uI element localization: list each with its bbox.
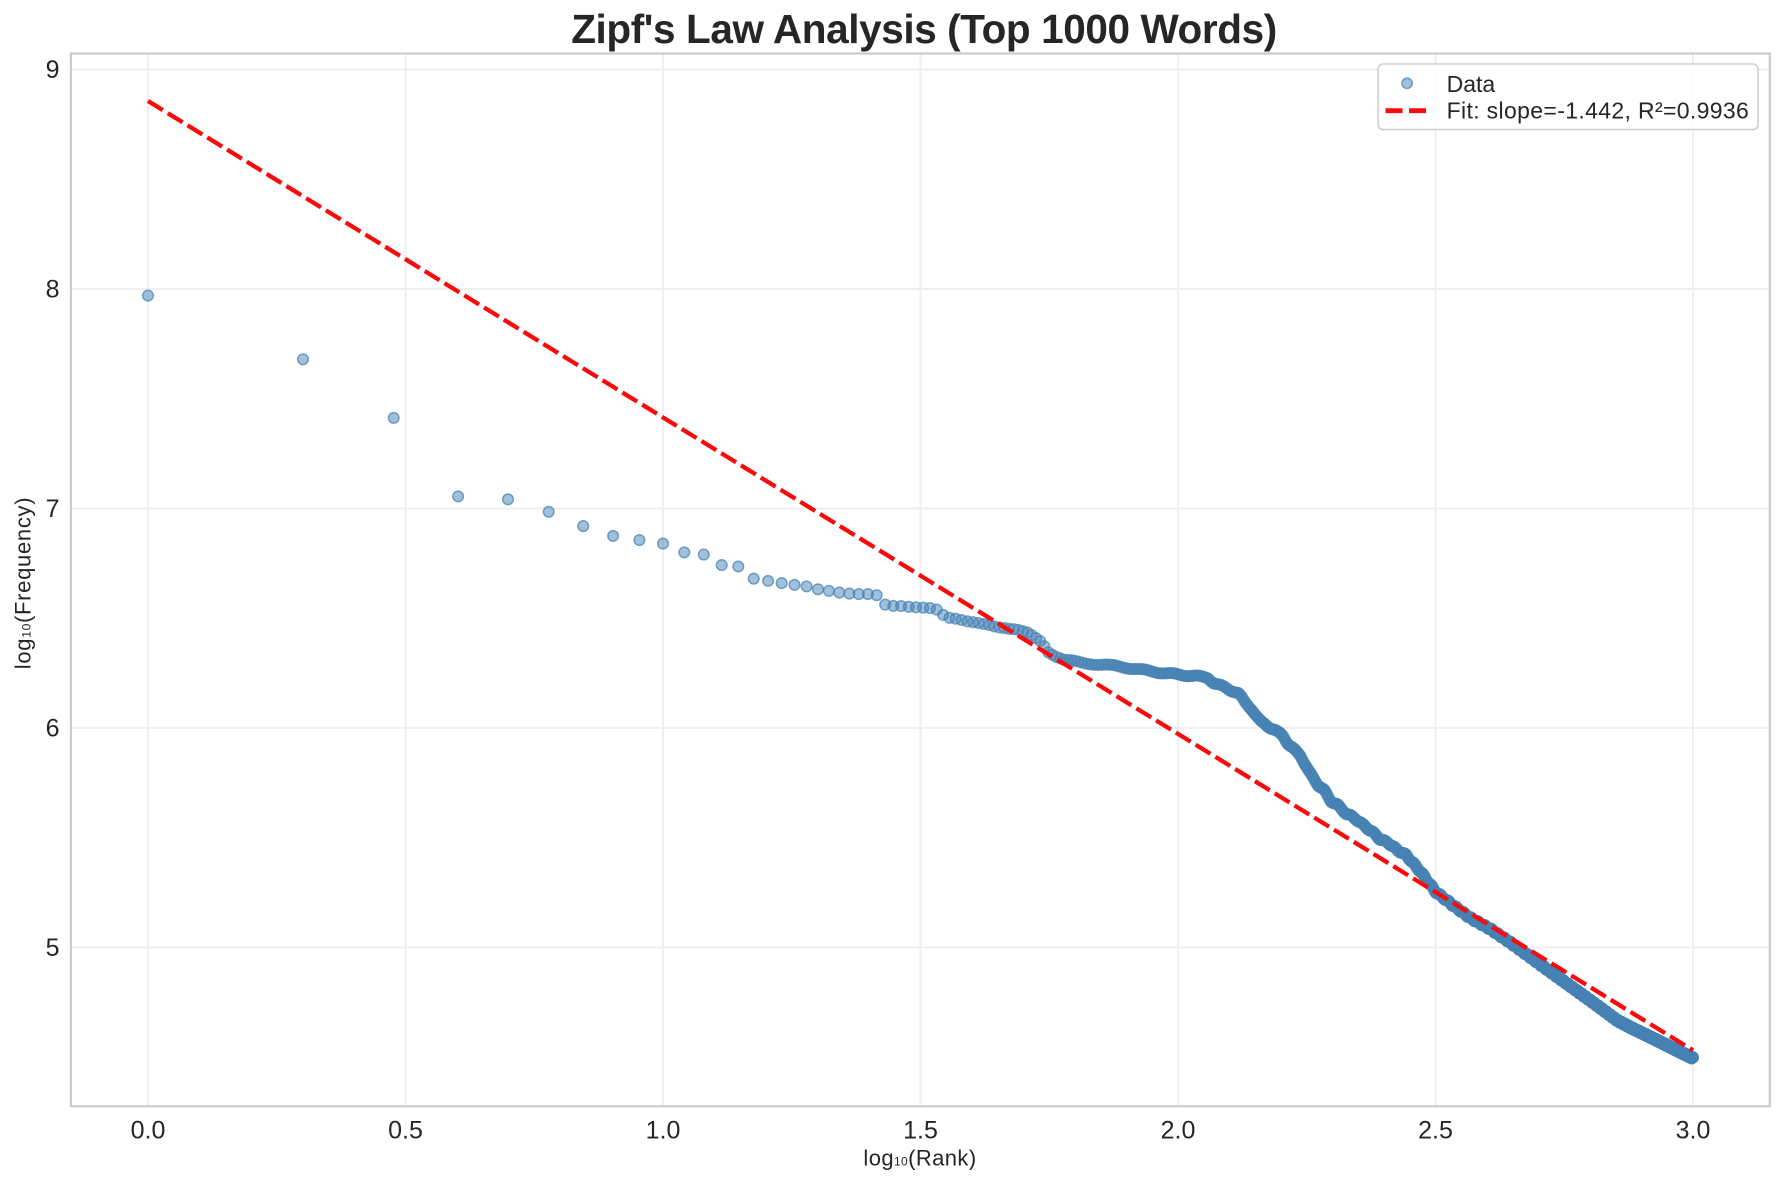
svg-text:2.5: 2.5 <box>1418 1116 1453 1144</box>
svg-text:7: 7 <box>46 495 60 523</box>
svg-text:6: 6 <box>46 715 60 743</box>
svg-text:Data: Data <box>1447 71 1496 97</box>
svg-text:1.0: 1.0 <box>646 1116 681 1144</box>
svg-text:8: 8 <box>46 276 60 304</box>
svg-text:0.5: 0.5 <box>388 1116 423 1144</box>
svg-text:log10(Frequency): log10(Frequency) <box>11 497 36 670</box>
svg-text:log10(Rank): log10(Rank) <box>863 1146 976 1171</box>
svg-text:5: 5 <box>46 934 60 962</box>
svg-text:1.5: 1.5 <box>903 1116 938 1144</box>
svg-text:9: 9 <box>46 56 60 84</box>
svg-text:0.0: 0.0 <box>131 1116 166 1144</box>
svg-text:2.0: 2.0 <box>1161 1116 1196 1144</box>
svg-text:Fit: slope=-1.442, R²=0.9936: Fit: slope=-1.442, R²=0.9936 <box>1447 98 1750 124</box>
svg-text:Zipf's Law Analysis (Top 1000: Zipf's Law Analysis (Top 1000 Words) <box>571 6 1277 52</box>
svg-text:3.0: 3.0 <box>1676 1116 1711 1144</box>
